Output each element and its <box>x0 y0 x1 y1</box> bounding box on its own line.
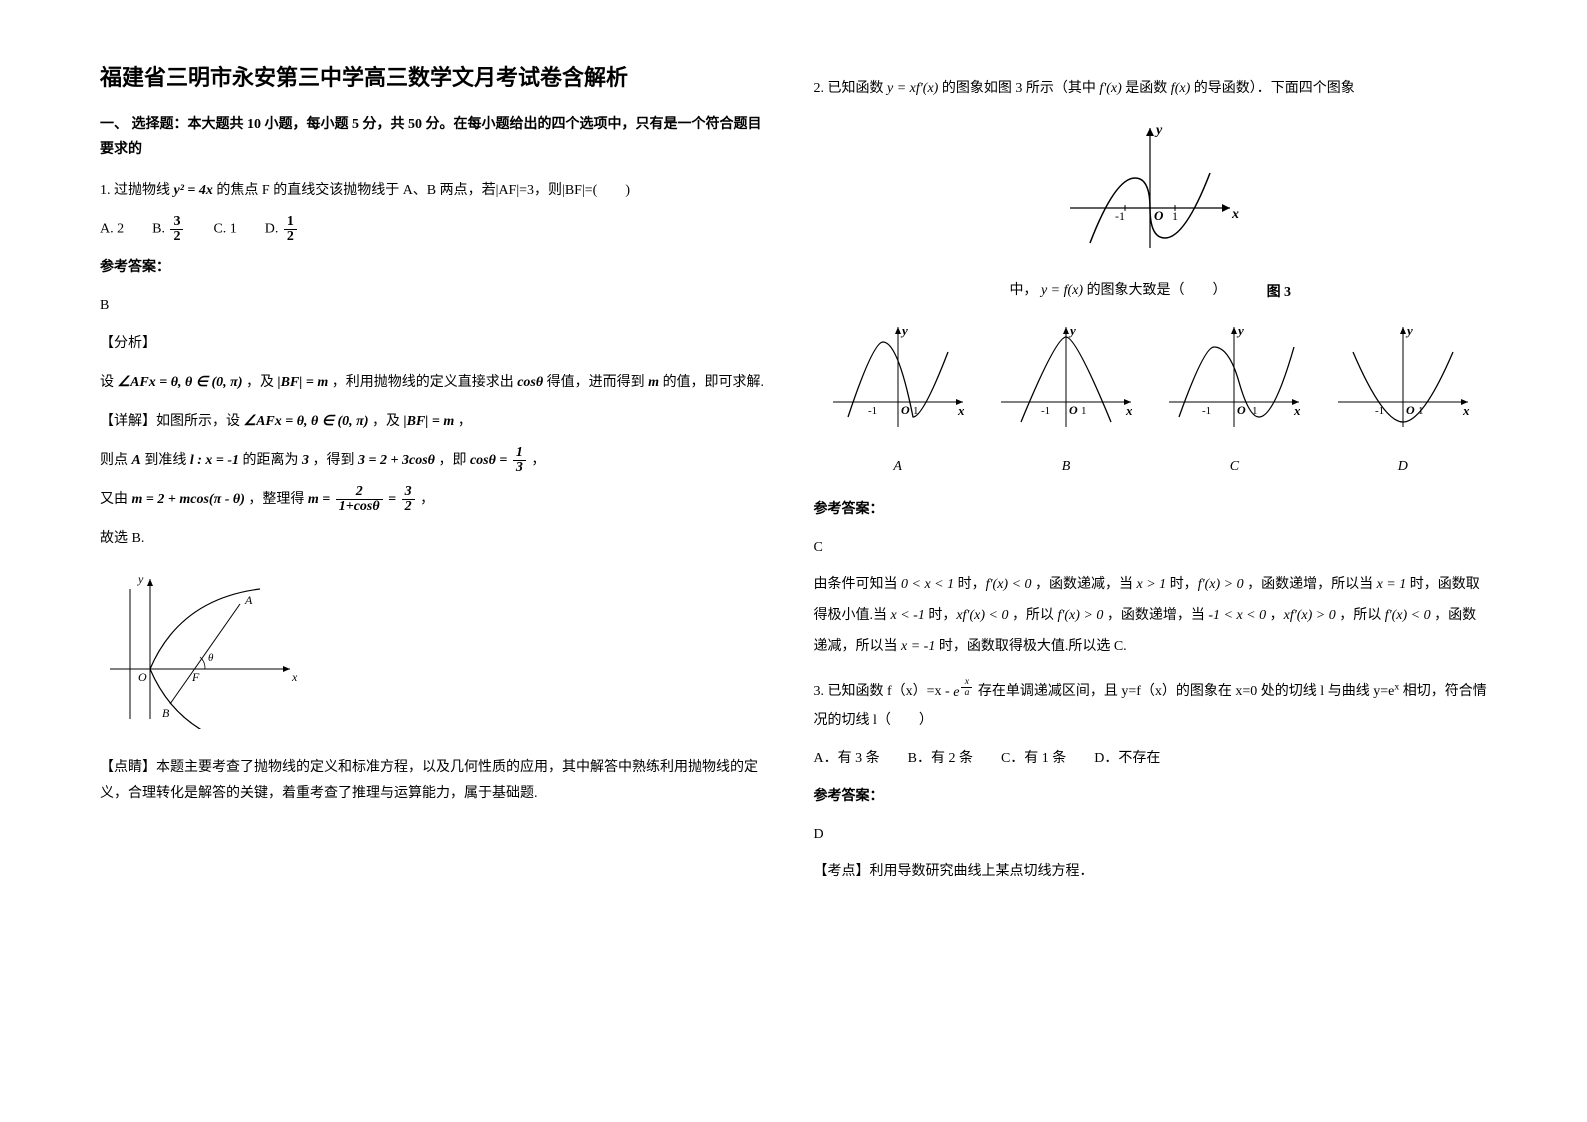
q1-detail3: 又由 m = 2 + mcos(π - θ) ，整理得 m = 21+cosθ … <box>100 485 774 516</box>
q1-comment: 【点睛】本题主要考查了抛物线的定义和标准方程，以及几何性质的应用，其中解答中熟练… <box>100 755 774 805</box>
fig3-label: 图 3 <box>1267 279 1292 307</box>
svg-text:1: 1 <box>1081 405 1087 417</box>
q2-text: 2. 已知函数 y = xf'(x) 的图象如图 3 所示（其中 f'(x) 是… <box>814 75 1488 103</box>
q2-choice-graphs: y x O -1 1 A y x O <box>814 322 1488 481</box>
q1-text: 1. 过抛物线 y² = 4x 的焦点 F 的直线交该抛物线于 A、B 两点，若… <box>100 177 774 205</box>
svg-text:y: y <box>1236 323 1244 338</box>
svg-text:-1: -1 <box>1202 405 1211 417</box>
q2-end: 的导函数）．下面四个图象 <box>1194 81 1355 96</box>
q3-topic: 【考点】利用导数研究曲线上某点切线方程． <box>814 857 1488 888</box>
svg-text:y: y <box>1154 123 1163 138</box>
choice-a: y x O -1 1 A <box>828 322 968 481</box>
svg-text:O: O <box>1069 403 1078 417</box>
svg-text:-1: -1 <box>1115 209 1125 223</box>
q1-diagram: x y O A B F θ <box>100 569 774 740</box>
q1-analysis: 设 ∠AFx = θ, θ ∈ (0, π) ，及 |BF| = m ，利用抛物… <box>100 368 774 399</box>
q2-f4: y = f(x) <box>1041 283 1083 298</box>
choice-b-label: B <box>996 453 1136 481</box>
q3-answer: D <box>814 821 1488 849</box>
q2-answer-label: 参考答案： <box>814 496 1488 524</box>
q3-answer-label: 参考答案： <box>814 783 1488 811</box>
q2-f2: f'(x) <box>1099 81 1121 96</box>
svg-text:B: B <box>162 706 170 720</box>
q3-options: A．有 3 条 B．有 2 条 C．有 1 条 D．不存在 <box>814 745 1488 773</box>
choice-d-label: D <box>1333 453 1473 481</box>
question-1: 1. 过抛物线 y² = 4x 的焦点 F 的直线交该抛物线于 A、B 两点，若… <box>100 177 774 805</box>
question-3: 3. 已知函数 f（x）=x - exa 存在单调递减区间，且 y=f（x）的图… <box>814 677 1488 887</box>
fig3-svg: x y O -1 1 <box>1060 118 1240 258</box>
svg-text:x: x <box>1462 403 1470 418</box>
choice-b: y x O -1 1 B <box>996 322 1136 481</box>
svg-text:x: x <box>957 403 965 418</box>
choice-c: y x O -1 1 C <box>1164 322 1304 481</box>
q1-answer: B <box>100 292 774 320</box>
q2-prefix: 2. 已知函数 <box>814 81 888 96</box>
q1-options: A. 2 B. 32 C. 1 D. 12 <box>100 215 774 244</box>
question-2: 2. 已知函数 y = xf'(x) 的图象如图 3 所示（其中 f'(x) 是… <box>814 75 1488 662</box>
svg-text:-1: -1 <box>868 405 877 417</box>
q2-line2-end: 的图象大致是（ ） <box>1087 283 1227 298</box>
q2-main-graph: x y O -1 1 中， y = f(x) 的图象大致是（ ） 图 3 <box>814 118 1488 307</box>
left-column: 福建省三明市永安第三中学高三数学文月考试卷含解析 一、 选择题：本大题共 10 … <box>80 60 794 1062</box>
q1-detail: 【详解】如图所示，设 ∠AFx = θ, θ ∈ (0, π) ，及 |BF| … <box>100 407 774 438</box>
svg-text:F: F <box>191 670 200 684</box>
svg-text:x: x <box>1293 403 1301 418</box>
svg-text:O: O <box>1406 403 1415 417</box>
choice-c-label: C <box>1164 453 1304 481</box>
svg-text:y: y <box>137 572 144 586</box>
q2-f1: y = xf'(x) <box>887 81 938 96</box>
svg-text:A: A <box>244 593 253 607</box>
choice-d: y x O -1 1 D <box>1333 322 1473 481</box>
parabola-svg: x y O A B F θ <box>100 569 300 729</box>
svg-text:x: x <box>291 670 298 684</box>
svg-text:y: y <box>900 323 908 338</box>
q2-mid1: 的图象如图 3 所示（其中 <box>942 81 1100 96</box>
svg-text:x: x <box>1231 207 1239 222</box>
svg-text:-1: -1 <box>1041 405 1050 417</box>
q2-f3: f(x) <box>1171 81 1190 96</box>
q1-answer-label: 参考答案： <box>100 254 774 282</box>
q1-analysis-label: 【分析】 <box>100 330 774 358</box>
q2-analysis: 由条件可知当 0 < x < 1 时，f'(x) < 0 ，函数递减，当 x >… <box>814 570 1488 662</box>
svg-text:1: 1 <box>1172 209 1178 223</box>
choice-a-label: A <box>828 453 968 481</box>
svg-text:y: y <box>1068 323 1076 338</box>
svg-text:O: O <box>1237 403 1246 417</box>
q2-line2: 中， y = f(x) 的图象大致是（ ） <box>1009 277 1226 305</box>
section-header: 一、 选择题：本大题共 10 小题，每小题 5 分，共 50 分。在每小题给出的… <box>100 112 774 162</box>
svg-text:x: x <box>1125 403 1133 418</box>
q1-conclusion: 故选 B. <box>100 524 774 555</box>
svg-text:O: O <box>138 670 147 684</box>
q2-answer: C <box>814 534 1488 562</box>
svg-text:O: O <box>901 403 910 417</box>
document-title: 福建省三明市永安第三中学高三数学文月考试卷含解析 <box>100 60 774 92</box>
q1-detail2: 则点 A 到准线 l : x = -1 的距离为 3 ，得到 3 = 2 + 3… <box>100 446 774 477</box>
q2-line2-pre: 中， <box>1009 283 1037 298</box>
q3-text: 3. 已知函数 f（x）=x - exa 存在单调递减区间，且 y=f（x）的图… <box>814 677 1488 734</box>
svg-text:y: y <box>1405 323 1413 338</box>
q1-mid: 的焦点 F 的直线交该抛物线于 A、B 两点，若|AF|=3，则|BF|=( ) <box>216 183 630 198</box>
q2-mid2: 是函数 <box>1125 81 1171 96</box>
svg-text:O: O <box>1154 208 1164 223</box>
svg-text:1: 1 <box>913 405 919 417</box>
q1-formula: y² = 4x <box>174 183 213 198</box>
svg-text:θ: θ <box>208 652 214 664</box>
right-column: 2. 已知函数 y = xf'(x) 的图象如图 3 所示（其中 f'(x) 是… <box>794 60 1508 1062</box>
q1-prefix: 1. 过抛物线 <box>100 183 174 198</box>
